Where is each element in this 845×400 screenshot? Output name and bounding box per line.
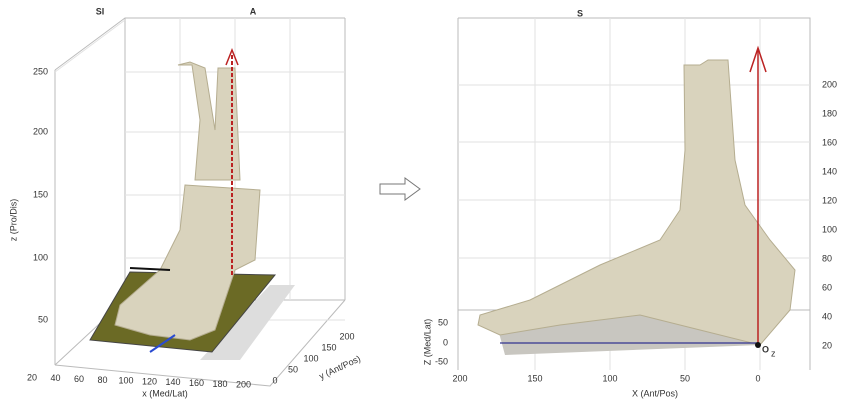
y-tick-label: 80 [822,253,832,263]
x-tick-label: 150 [527,373,542,383]
x-tick-label: 50 [680,373,690,383]
right-panel [458,18,810,370]
view-label: S [577,8,583,18]
z-axis-label: z (Pro/Dis) [8,199,18,242]
y-tick-label: 100 [303,353,318,363]
x-tick-label: 60 [74,374,84,384]
origin-subscript: z [771,348,776,358]
x-tick-label: 180 [212,379,227,389]
view-label: A [250,6,257,16]
left-panel [55,18,345,386]
y-tick-label: 0 [272,375,277,385]
y-tick-label: 100 [822,224,837,234]
y-tick-label: 50 [288,364,298,374]
z-tick-label: 150 [33,189,48,199]
z-tick-label: 50 [38,314,48,324]
figure: SIA25020015010050z (Pro/Dis)204060801001… [0,0,845,400]
foot-bones [478,60,795,345]
z-tick-label: 50 [438,317,448,327]
z-tick-label: 200 [33,126,48,136]
view-label: SI [96,6,105,16]
x-tick-label: 40 [50,373,60,383]
x-tick-label: 120 [142,376,157,386]
y-tick-label: 40 [822,311,832,321]
origin-label: O [762,344,769,354]
transition-arrow [380,178,420,200]
x-tick-label: 20 [27,372,37,382]
y-tick-label: 200 [822,79,837,89]
z-tick-label: 250 [33,66,48,76]
y-tick-label: 150 [321,342,336,352]
y-tick-label: 160 [822,137,837,147]
origin-point [755,342,761,348]
x-tick-label: 200 [236,380,251,390]
z-tick-label: -50 [435,356,448,366]
x-axis-label: X (Ant/Pos) [632,388,678,398]
y-tick-label: 20 [822,340,832,350]
y-tick-label: 180 [822,108,837,118]
z-tick-label: 0 [443,337,448,347]
x-tick-label: 140 [165,377,180,387]
x-tick-label: 80 [97,375,107,385]
z-axis-label: Z (Med/Lat) [422,319,432,366]
x-tick-label: 200 [452,373,467,383]
x-tick-label: 160 [189,378,204,388]
x-tick-label: 100 [118,376,133,386]
x-tick-label: 100 [602,373,617,383]
x-axis-label: x (Med/Lat) [142,388,188,398]
y-tick-label: 60 [822,282,832,292]
x-tick-label: 0 [755,373,760,383]
z-tick-label: 100 [33,252,48,262]
y-tick-label: 200 [339,331,354,341]
y-tick-label: 140 [822,166,837,176]
y-tick-label: 120 [822,195,837,205]
y-axis-label: y (Ant/Pos) [317,353,362,381]
